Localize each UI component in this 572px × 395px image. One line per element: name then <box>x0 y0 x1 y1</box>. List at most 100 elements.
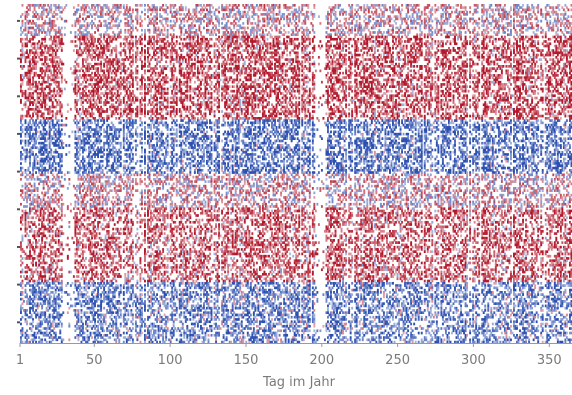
heatmap-cell <box>55 223 57 226</box>
heatmap-cell <box>65 153 67 156</box>
heatmap-cells <box>20 4 572 343</box>
heatmap-cell <box>50 83 52 86</box>
heatmap-cell <box>22 282 24 285</box>
heatmap-cell <box>35 171 37 174</box>
heatmap-cell <box>26 45 28 48</box>
heatmap-cell <box>111 54 113 57</box>
heatmap-cell <box>31 329 33 332</box>
heatmap-cell <box>79 15 81 18</box>
heatmap-cell <box>124 65 126 68</box>
heatmap-cell <box>105 257 107 260</box>
heatmap-cell <box>123 293 125 296</box>
heatmap-cell <box>132 146 134 149</box>
heatmap-cell <box>85 149 87 152</box>
heatmap-cell <box>68 183 70 186</box>
heatmap-cell <box>61 198 63 201</box>
heatmap-cell <box>64 174 66 177</box>
heatmap-cell <box>65 81 67 84</box>
heatmap-cell <box>127 318 129 321</box>
heatmap-cell <box>87 311 89 314</box>
heatmap-cell <box>71 282 73 285</box>
heatmap-cell <box>130 103 132 106</box>
heatmap-cell <box>80 311 82 314</box>
heatmap-cell <box>70 203 72 206</box>
heatmap-cell <box>32 320 34 323</box>
heatmap-cell <box>52 246 54 249</box>
heatmap-cell <box>74 24 76 27</box>
heatmap-cell <box>70 31 72 34</box>
heatmap-cell <box>22 124 24 127</box>
heatmap-cell <box>38 223 40 226</box>
heatmap-cell <box>114 223 116 226</box>
heatmap-cell <box>120 316 122 319</box>
heatmap-cell <box>44 212 46 215</box>
heatmap-cell <box>76 103 78 106</box>
heatmap-cell <box>68 178 70 181</box>
heatmap-cell <box>22 108 24 111</box>
heatmap-cell <box>61 18 63 21</box>
heatmap-cell <box>120 6 122 9</box>
heatmap-cell <box>91 122 93 125</box>
heatmap-cell <box>77 203 79 206</box>
heatmap-cell <box>71 237 73 240</box>
heatmap-cell <box>41 250 43 253</box>
heatmap-cell <box>44 40 46 43</box>
heatmap-cell <box>61 81 63 84</box>
heatmap-cell <box>108 275 110 278</box>
heatmap-cell <box>100 128 102 131</box>
heatmap-cell <box>41 18 43 21</box>
heatmap-cell <box>68 151 70 154</box>
heatmap-cell <box>70 298 72 301</box>
heatmap-cell <box>37 189 39 192</box>
heatmap-cell <box>22 287 24 290</box>
heatmap-cell <box>61 268 63 271</box>
heatmap-cell <box>64 88 66 91</box>
heatmap-cell <box>20 228 22 231</box>
heatmap-cell <box>71 305 73 308</box>
heatmap-cell <box>120 228 122 231</box>
heatmap-cell <box>68 338 70 341</box>
heatmap-cell <box>29 9 31 12</box>
heatmap-cell <box>62 232 64 235</box>
heatmap-cell <box>118 237 120 240</box>
heatmap-cell <box>80 228 82 231</box>
heatmap-cell <box>62 203 64 206</box>
heatmap-cell <box>64 33 66 36</box>
heatmap-cell <box>67 257 69 260</box>
heatmap-cell <box>37 210 39 213</box>
heatmap-cell <box>49 235 51 238</box>
heatmap-cell <box>22 153 24 156</box>
heatmap-cell <box>87 329 89 332</box>
heatmap-cell <box>74 40 76 43</box>
heatmap-cell <box>40 257 42 260</box>
heatmap-cell <box>34 257 36 260</box>
heatmap-cell <box>87 201 89 204</box>
heatmap-cell <box>120 203 122 206</box>
heatmap-cell <box>126 160 128 163</box>
heatmap-cell <box>120 259 122 262</box>
heatmap-cell <box>61 291 63 294</box>
heatmap-cell <box>100 309 102 312</box>
heatmap-cell <box>97 273 99 276</box>
heatmap-cell <box>38 33 40 36</box>
heatmap-cell <box>62 63 64 66</box>
heatmap-cell <box>102 223 104 226</box>
heatmap-cell <box>100 24 102 27</box>
heatmap-cell <box>67 237 69 240</box>
heatmap-cell <box>85 277 87 280</box>
heatmap-cell <box>132 135 134 138</box>
heatmap-cell <box>129 257 131 260</box>
heatmap-cell <box>25 106 27 109</box>
heatmap-cell <box>64 27 66 30</box>
heatmap-cell <box>22 158 24 161</box>
heatmap-cell <box>61 119 63 122</box>
heatmap-cell <box>132 11 134 14</box>
heatmap-cell <box>93 112 95 115</box>
heatmap-cell <box>108 49 110 52</box>
heatmap-cell <box>62 248 64 251</box>
heatmap-cell <box>129 9 131 12</box>
heatmap-cell <box>34 253 36 256</box>
heatmap-cell <box>132 72 134 75</box>
heatmap-cell <box>61 171 63 174</box>
heatmap-cell <box>44 4 46 7</box>
